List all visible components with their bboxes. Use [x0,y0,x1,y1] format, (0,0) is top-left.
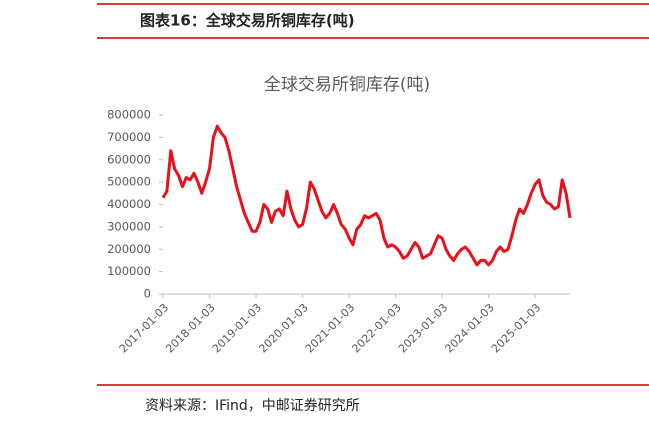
y-tick-label: 500000 [107,175,151,189]
y-tick-label: 300000 [107,219,151,233]
footer-source: 资料来源：IFind，中邮证券研究所 [145,398,360,414]
y-tick-label: 600000 [107,152,151,166]
y-tick-label: 400000 [107,197,151,211]
x-tick-label: 2025-01-03 [489,301,543,355]
y-tick-label: 700000 [107,130,151,144]
data-line [161,124,572,267]
y-tick-label: 0 [144,287,151,301]
header-title: 图表16：全球交易所铜库存(吨) [140,12,355,30]
chart-title: 全球交易所铜库存(吨) [264,75,430,95]
y-tick-label: 200000 [107,242,151,256]
y-tick-label: 100000 [107,264,151,278]
y-tick-label: 800000 [107,108,151,122]
